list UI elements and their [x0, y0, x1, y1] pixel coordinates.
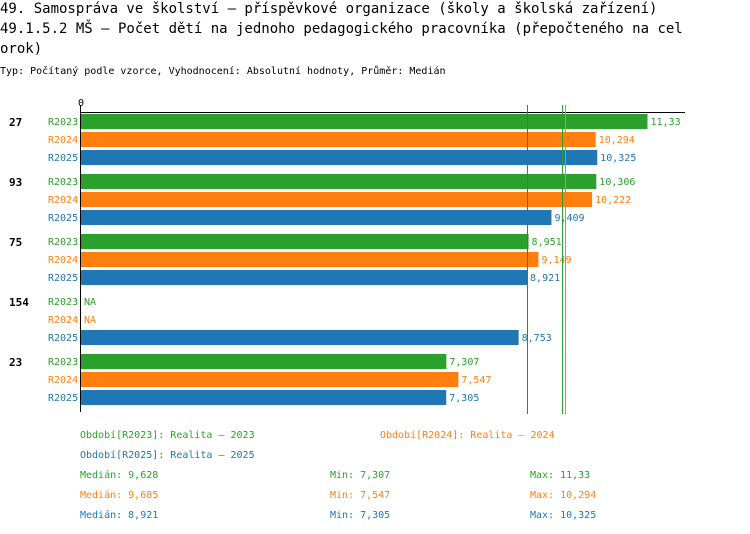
legend-period-r2024: Období[R2024]: Realita – 2024: [380, 430, 555, 441]
data-label: 8,753: [522, 333, 552, 344]
series-label: R2023: [48, 357, 78, 368]
data-label: 7,547: [461, 375, 491, 386]
stat-max-r2023: Max: 11,33: [530, 470, 591, 481]
bar: [81, 330, 519, 345]
stat-max-r2024: Max: 10,294: [530, 490, 597, 501]
series-label: R2024: [48, 315, 78, 326]
series-label: R2025: [48, 153, 78, 164]
series-label: R2024: [48, 135, 78, 146]
stat-min-r2025: Min: 7,305: [330, 510, 391, 521]
series-label: R2025: [48, 333, 78, 344]
group-label: 23: [9, 356, 22, 369]
stat-median-r2023: Medián: 9,628: [80, 470, 159, 481]
bar: [81, 252, 539, 267]
stat-max-r2025: Max: 10,325: [530, 510, 597, 521]
series-label: R2023: [48, 117, 78, 128]
bar: [81, 132, 596, 147]
bar: [81, 270, 528, 285]
bar: [81, 354, 447, 369]
series-label: R2024: [48, 255, 78, 266]
data-label: 9,149: [541, 255, 571, 266]
stat-min-r2023: Min: 7,307: [330, 470, 391, 481]
series-label: R2023: [48, 237, 78, 248]
stat-median-r2024: Medián: 9,685: [80, 490, 159, 501]
x-tick-label-zero: 0: [78, 98, 84, 109]
series-label: R2024: [48, 375, 78, 386]
data-label: 8,921: [530, 273, 560, 284]
stat-median-r2025: Medián: 8,921: [80, 510, 159, 521]
bar: [81, 390, 447, 405]
data-label: 10,294: [599, 135, 635, 146]
chart-title-line-3: orok): [0, 41, 43, 57]
data-label: 10,222: [595, 195, 631, 206]
series-label: R2025: [48, 393, 78, 404]
bar: [81, 174, 597, 189]
series-label: R2023: [48, 297, 78, 308]
legend-period-r2025: Období[R2025]: Realita – 2025: [80, 450, 255, 461]
series-label: R2025: [48, 213, 78, 224]
data-label: 7,307: [449, 357, 479, 368]
series-label: R2024: [48, 195, 78, 206]
bar: [81, 114, 648, 129]
data-label: 7,305: [449, 393, 479, 404]
bar: [81, 210, 552, 225]
chart-subtitle: Typ: Počítaný podle vzorce, Vyhodnocení:…: [0, 66, 446, 77]
chart-title-line-2: 49.1.5.2 MŠ – Počet dětí na jednoho peda…: [0, 21, 683, 37]
data-label: 8,951: [532, 237, 562, 248]
series-label: R2025: [48, 273, 78, 284]
data-label-na: NA: [84, 315, 96, 326]
data-label: 9,409: [554, 213, 584, 224]
data-label: 10,306: [599, 177, 635, 188]
series-label: R2023: [48, 177, 78, 188]
data-label-na: NA: [84, 297, 96, 308]
bar: [81, 372, 459, 387]
group-label: 93: [9, 176, 22, 189]
bar: [81, 234, 529, 249]
group-label: 75: [9, 236, 22, 249]
chart-title-line-1: 49. Samospráva ve školství – příspěvkové…: [0, 1, 658, 17]
data-label: 10,325: [600, 153, 636, 164]
data-label: 11,33: [651, 117, 681, 128]
stat-min-r2024: Min: 7,547: [330, 490, 391, 501]
group-label: 27: [9, 116, 22, 129]
bar: [81, 150, 598, 165]
bar: [81, 192, 593, 207]
group-label: 154: [9, 296, 29, 309]
legend-period-r2023: Období[R2023]: Realita – 2023: [80, 430, 255, 441]
